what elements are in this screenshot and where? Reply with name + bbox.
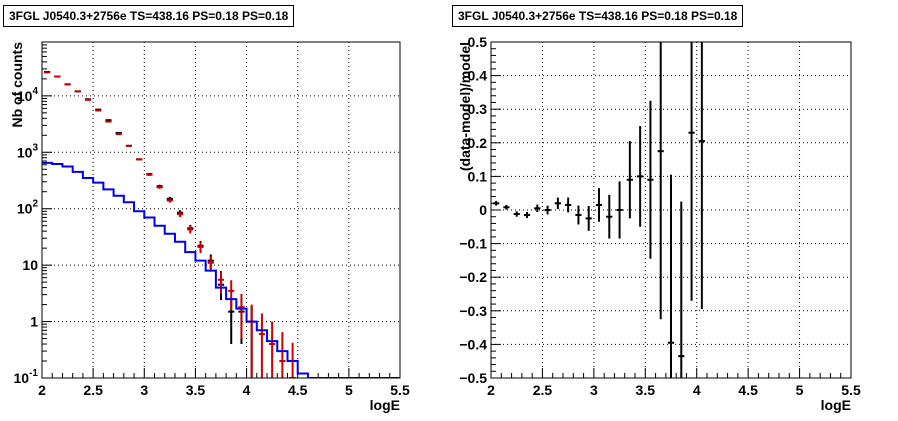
x-tick-label: 3: [590, 382, 598, 398]
axis-ticks: [41, 41, 401, 379]
x-tick-label: 2: [487, 382, 495, 398]
y-tick-label: 103: [17, 142, 39, 160]
data-point: [647, 100, 654, 259]
y-axis-title: (data-model)/model: [457, 42, 473, 171]
data-point: [238, 293, 245, 339]
data-point: [493, 200, 500, 206]
data-point: [146, 173, 153, 176]
data-point: [125, 144, 133, 147]
data-point: [554, 197, 561, 209]
y-tick-label: −0.4: [459, 336, 487, 352]
y-tick-label: 0.3: [468, 101, 488, 117]
data-point: [523, 212, 531, 219]
data-point: [513, 211, 520, 217]
data-point: [667, 174, 675, 378]
y-tick-label: 10-1: [14, 368, 39, 386]
data-point: [626, 141, 633, 219]
data-point: [575, 205, 582, 225]
data-point: [595, 188, 603, 222]
data-point: [637, 126, 644, 227]
data-point: [657, 42, 664, 320]
y-tick-label: 10: [22, 257, 38, 273]
y-tick-label: 1: [30, 314, 38, 330]
y-axis-title: Nb of counts: [9, 42, 25, 128]
x-tick-label: 4.5: [288, 382, 308, 398]
data-point: [166, 198, 173, 203]
data-point: [258, 313, 265, 378]
x-tick-label: 3.5: [636, 382, 656, 398]
right-chart-title: 3FGL J0540.3+2756e TS=438.16 PS=0.18 PS=…: [452, 5, 744, 27]
x-tick-label: 3.5: [186, 382, 206, 398]
y-tick-label: 0: [479, 202, 487, 218]
y-tick-label: −0.5: [459, 370, 487, 386]
data-point: [207, 256, 214, 272]
data-point: [105, 119, 112, 122]
data-point: [197, 242, 204, 254]
x-tick-label: 2.5: [533, 382, 553, 398]
x-tick-label: 3: [140, 382, 148, 398]
data-point: [565, 197, 572, 213]
x-tick-label: 5.5: [841, 382, 861, 398]
series-group: [42, 70, 400, 378]
data-point: [606, 194, 613, 239]
data-point: [585, 205, 592, 231]
x-tick-label: 2: [38, 382, 46, 398]
data-point: [228, 280, 235, 311]
y-tick-label: −0.1: [459, 236, 487, 252]
data-point: [678, 201, 685, 378]
y-tick-label: 0.1: [468, 168, 488, 184]
data-point: [269, 321, 276, 378]
plot-frame: [41, 41, 401, 379]
data-point: [187, 225, 194, 234]
data-point: [503, 204, 510, 210]
y-tick-label: −0.2: [459, 269, 487, 285]
y-tick-label: 102: [17, 199, 39, 217]
x-tick-label: 4: [243, 382, 251, 398]
plot-frame: [490, 41, 852, 379]
y-tick-label: 0.2: [468, 135, 488, 151]
model-step-line: [42, 161, 400, 378]
data-point: [616, 181, 623, 239]
data-point: [217, 270, 225, 294]
y-tick-label: 104: [17, 86, 39, 104]
x-axis-title: logE: [370, 397, 400, 413]
x-tick-label: 5: [345, 382, 353, 398]
plot-area: [42, 42, 400, 378]
y-tick-label: 0.4: [468, 68, 488, 84]
x-axis-title: logE: [821, 397, 851, 413]
x-tick-label: 5: [796, 382, 804, 398]
data-point: [95, 109, 102, 112]
right-panel-residuals: 2 2.5 3 3.5 4 4.5 5 5.5 −0.5 −0.4 −0.3 −0.2 −0.1 0 0.1…: [457, 34, 861, 413]
left-panel-counts: 2 2.5 3 3.5 4 4.5 5 5.5 10-1 1 10 102 103 104 logE Nb o…: [9, 41, 410, 413]
y-tick-label: −0.3: [459, 303, 487, 319]
x-tick-label: 4.5: [738, 382, 758, 398]
grid: [42, 42, 400, 378]
data-point: [105, 120, 112, 123]
data-point: [698, 42, 705, 310]
series-group: [493, 42, 705, 378]
x-tick-label: 4: [693, 382, 701, 398]
x-tick-label: 2.5: [83, 382, 103, 398]
data-point: [115, 133, 122, 136]
data-point: [534, 204, 541, 213]
data-point: [688, 42, 695, 301]
data-point: [156, 185, 163, 189]
data-point: [544, 205, 551, 215]
data-point: [177, 211, 184, 218]
data-point: [136, 158, 143, 161]
x-tick-label: 5.5: [390, 382, 410, 398]
y-tick-label: 0.5: [468, 34, 488, 50]
left-chart-title: 3FGL J0540.3+2756e TS=438.16 PS=0.18 PS=…: [3, 5, 295, 27]
data-point: [84, 98, 92, 101]
data-point: [279, 332, 286, 378]
